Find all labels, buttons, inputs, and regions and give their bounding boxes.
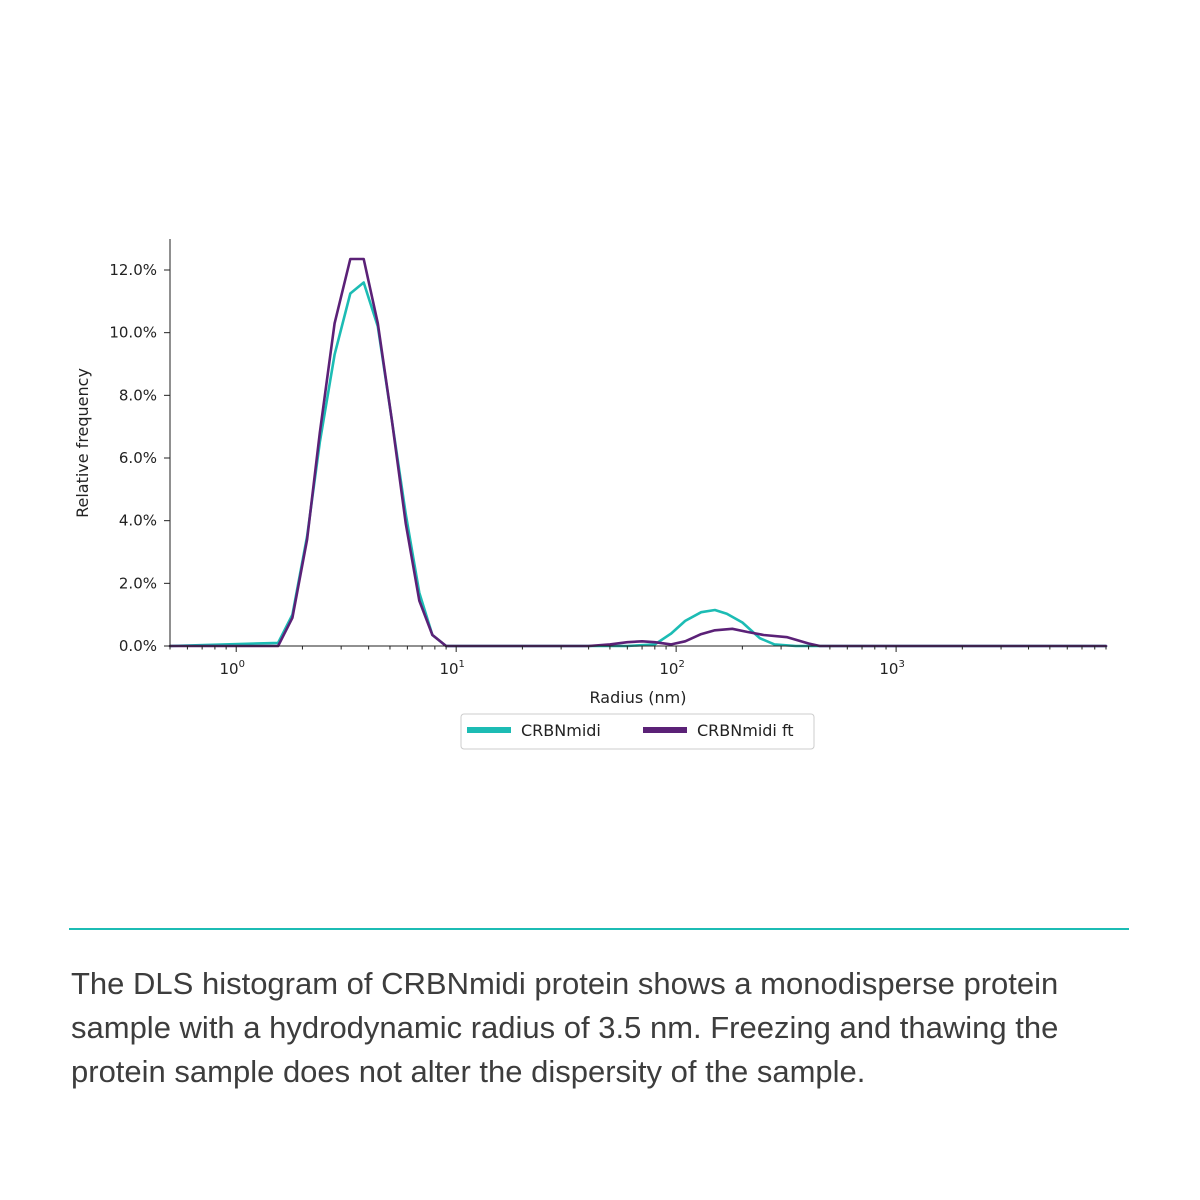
y-tick-label: 8.0% — [119, 386, 157, 404]
figure-caption: The DLS histogram of CRBNmidi protein sh… — [71, 966, 1059, 1089]
y-tick-label: 4.0% — [119, 512, 157, 530]
legend-frame — [460, 713, 815, 750]
y-tick-label: 2.0% — [119, 574, 157, 592]
y-tick-label: 12.0% — [109, 261, 157, 279]
series-line-crbnmidi-ft — [168, 257, 1108, 648]
legend-label-crbnmidi-ft: CRBNmidi ft — [697, 721, 794, 740]
x-axis-ticks: 100 101 102 103 — [169, 646, 1107, 678]
x-tick-label: 100 — [219, 659, 244, 678]
caption-divider — [69, 928, 1129, 930]
series-line-crbnmidi — [168, 281, 1108, 648]
y-axis-label: Relative frequency — [73, 368, 92, 518]
x-axis-label: Radius (nm) — [590, 688, 687, 707]
legend-label-crbnmidi: CRBNmidi — [521, 721, 601, 740]
series-layer — [168, 257, 1108, 648]
x-tick-label: 101 — [439, 659, 464, 678]
y-tick-label: 10.0% — [109, 324, 157, 342]
y-tick-label: 0.0% — [119, 637, 157, 655]
legend: CRBNmidi CRBNmidi ft — [460, 713, 815, 750]
y-axis-ticks: 0.0% 2.0% 4.0% 6.0% 8.0% 10.0% 12.0% — [109, 261, 170, 655]
x-tick-label: 102 — [659, 659, 684, 678]
dls-histogram-chart: 0.0% 2.0% 4.0% 6.0% 8.0% 10.0% 12.0% 100 101 102… — [73, 239, 1108, 750]
y-tick-label: 6.0% — [119, 449, 157, 467]
x-tick-label: 103 — [879, 659, 904, 678]
